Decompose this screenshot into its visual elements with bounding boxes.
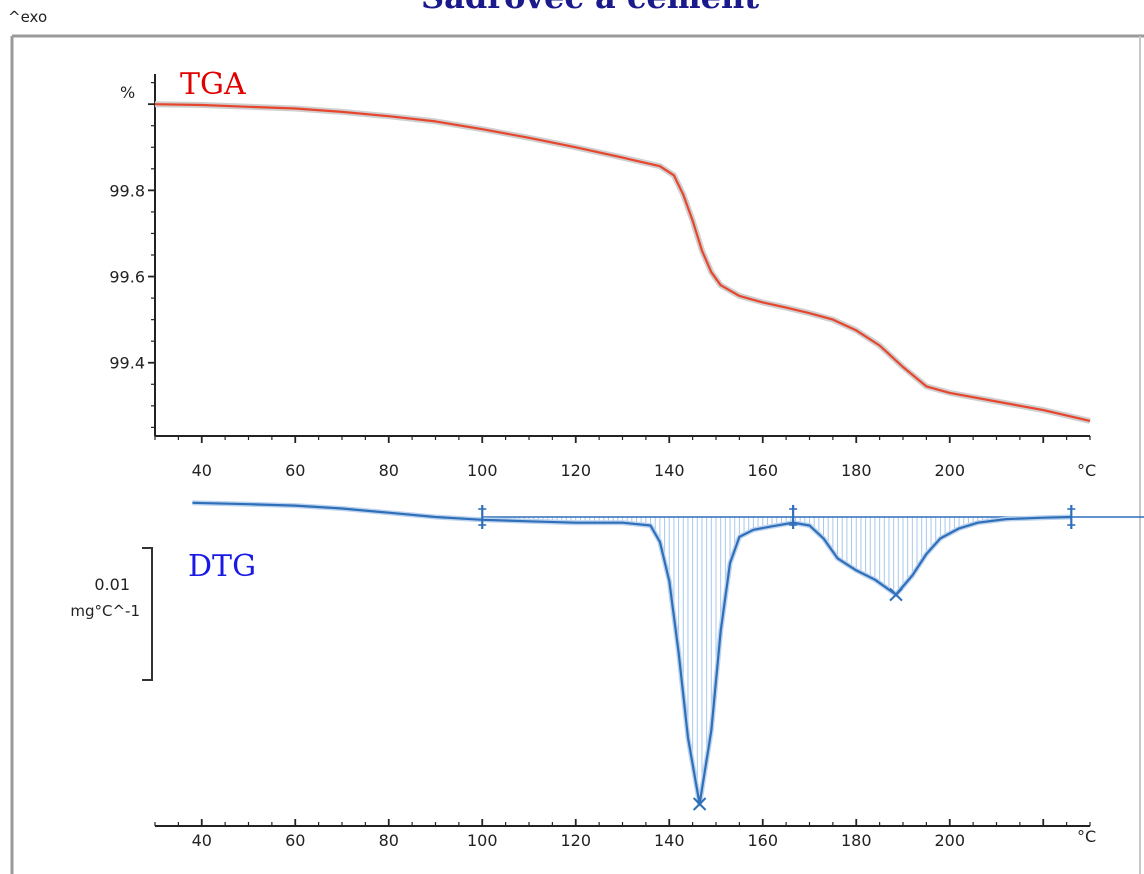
tga-line — [154, 103, 1091, 422]
tga-line-shadow — [154, 101, 1091, 424]
dtg-x-tick-label: 80 — [379, 831, 399, 850]
dtg-x-tick-label: 100 — [467, 831, 498, 850]
dtg-line — [192, 501, 1072, 806]
dtg-axes: 40 60 80 100 120 140 160 180 200 — [154, 819, 1091, 850]
dtg-hatch — [486, 517, 997, 791]
tga-x-tick-label: 200 — [934, 461, 965, 480]
dtg-scale-unit: mg°C^-1 — [70, 602, 140, 620]
dtg-x-tick-label: 40 — [192, 831, 212, 850]
dtg-line-shadow — [192, 500, 1072, 807]
tga-y-tick-label: 99.4 — [109, 354, 145, 373]
dtg-peak-marker — [889, 587, 903, 602]
tga-x-tick-label: 120 — [560, 461, 591, 480]
tga-title: TGA — [180, 67, 246, 102]
plot-frame — [10, 34, 1144, 874]
exo-direction-label: ^exo — [8, 8, 47, 26]
dtg-x-tick-label: 120 — [560, 831, 591, 850]
dtg-series — [192, 500, 1144, 811]
tga-axes: 40 60 80 100 120 140 160 180 200 99.4 99.6 99.8 — [109, 74, 1091, 480]
dtg-x-tick-label: 140 — [654, 831, 685, 850]
tga-y-tick-label: 99.8 — [109, 181, 145, 200]
tga-series — [154, 101, 1091, 424]
tga-x-tick-label: 140 — [654, 461, 685, 480]
dtg-scale-value: 0.01 — [94, 575, 130, 594]
tga-x-tick-label: 40 — [192, 461, 212, 480]
dtg-x-unit: °C — [1077, 827, 1096, 846]
tga-y-tick-label: 99.6 — [109, 268, 145, 287]
tga-y-unit: % — [120, 83, 135, 102]
dtg-title: DTG — [188, 549, 256, 584]
dtg-x-tick-label: 180 — [841, 831, 872, 850]
dtg-x-tick-label: 60 — [285, 831, 305, 850]
dtg-x-tick-label: 160 — [747, 831, 778, 850]
dtg-x-tick-label: 200 — [934, 831, 965, 850]
tga-x-tick-label: 60 — [285, 461, 305, 480]
tga-x-unit: °C — [1077, 461, 1096, 480]
tga-x-tick-label: 100 — [467, 461, 498, 480]
tga-x-tick-label: 80 — [379, 461, 399, 480]
dtg-scale-bar — [142, 547, 153, 681]
dtg-peak-marker — [692, 797, 707, 811]
tga-x-tick-label: 180 — [841, 461, 872, 480]
chart-title: Sádrovec a cement — [421, 0, 759, 16]
tga-x-tick-label: 160 — [747, 461, 778, 480]
